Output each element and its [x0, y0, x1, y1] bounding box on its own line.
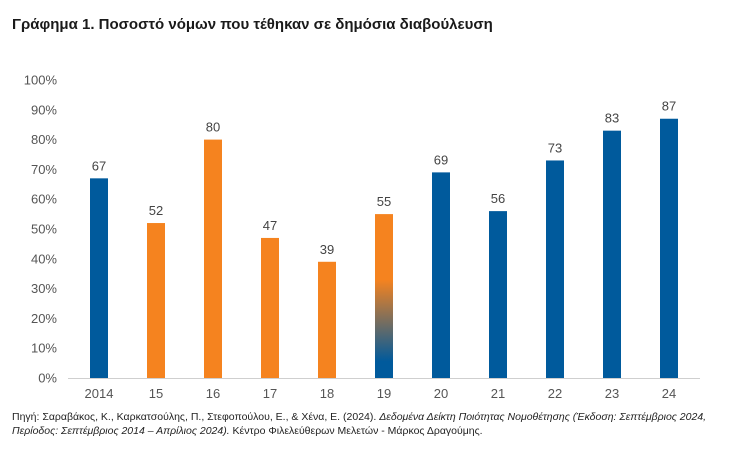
x-tick-label: 19 [377, 386, 391, 401]
x-tick-label: 21 [491, 386, 505, 401]
bar-17 [261, 237, 279, 378]
bar-chart: 0% 10% 20% 30% 40% 50% 60% 70% 80% 90% 100% 67 52 80… [24, 73, 700, 401]
y-tick-label: 60% [31, 192, 57, 207]
bar-18 [318, 261, 336, 378]
y-tick-label: 30% [31, 281, 57, 296]
chart-title: Γράφημα 1. Ποσοστό νόμων που τέθηκαν σε … [12, 16, 493, 33]
bar-23 [603, 130, 621, 378]
y-tick-label: 40% [31, 251, 57, 266]
y-tick-label: 100% [24, 73, 58, 88]
source-italic: Δεδομένα Δείκτη Ποιότητας Νομοθέτησης (Έ… [12, 411, 707, 437]
data-label-17: 47 [263, 218, 277, 233]
data-label-22: 73 [548, 140, 562, 155]
source-suffix: Κέντρο Φιλελεύθερων Μελετών - Μάρκος Δρα… [229, 425, 483, 437]
bar-2014 [90, 178, 108, 378]
y-tick-label: 20% [31, 311, 57, 326]
data-label-19: 55 [377, 194, 391, 209]
y-tick-label: 0% [38, 371, 57, 386]
source-prefix: Πηγή: Σαραβάκος, Κ., Καρκατσούλης, Π., Σ… [12, 411, 380, 423]
bar-22 [546, 160, 564, 378]
x-tick-label: 18 [320, 386, 334, 401]
y-tick-label: 80% [31, 132, 57, 147]
bar-15 [147, 223, 165, 378]
x-tick-label: 23 [605, 386, 619, 401]
x-tick-label: 15 [149, 386, 163, 401]
x-tick-label: 24 [662, 386, 676, 401]
y-tick-label: 90% [31, 102, 57, 117]
y-axis: 0% 10% 20% 30% 40% 50% 60% 70% 80% 90% 100% [24, 73, 58, 386]
x-tick-label: 2014 [85, 386, 114, 401]
x-tick-label: 16 [206, 386, 220, 401]
y-tick-label: 70% [31, 162, 57, 177]
data-label-16: 80 [206, 120, 220, 135]
bar-21 [489, 211, 507, 378]
data-label-20: 69 [434, 152, 448, 167]
data-label-18: 39 [320, 242, 334, 257]
data-label-15: 52 [149, 203, 163, 218]
y-tick-label: 50% [31, 222, 57, 237]
x-tick-label: 22 [548, 386, 562, 401]
data-label-2014: 67 [92, 158, 106, 173]
x-tick-label: 20 [434, 386, 448, 401]
data-label-23: 83 [605, 111, 619, 126]
bars-group: 67 52 80 47 39 55 69 56 73 83 87 [90, 99, 678, 379]
x-tick-label: 17 [263, 386, 277, 401]
bar-20 [432, 172, 450, 378]
x-axis: 2014 15 16 17 18 19 20 21 22 23 24 [68, 378, 700, 401]
y-tick-label: 10% [31, 341, 57, 356]
bar-24 [660, 118, 678, 379]
bar-19 [375, 214, 393, 378]
bar-16 [204, 139, 222, 378]
data-label-21: 56 [491, 191, 505, 206]
data-label-24: 87 [662, 99, 676, 114]
source-note: Πηγή: Σαραβάκος, Κ., Καρκατσούλης, Π., Σ… [12, 410, 724, 438]
